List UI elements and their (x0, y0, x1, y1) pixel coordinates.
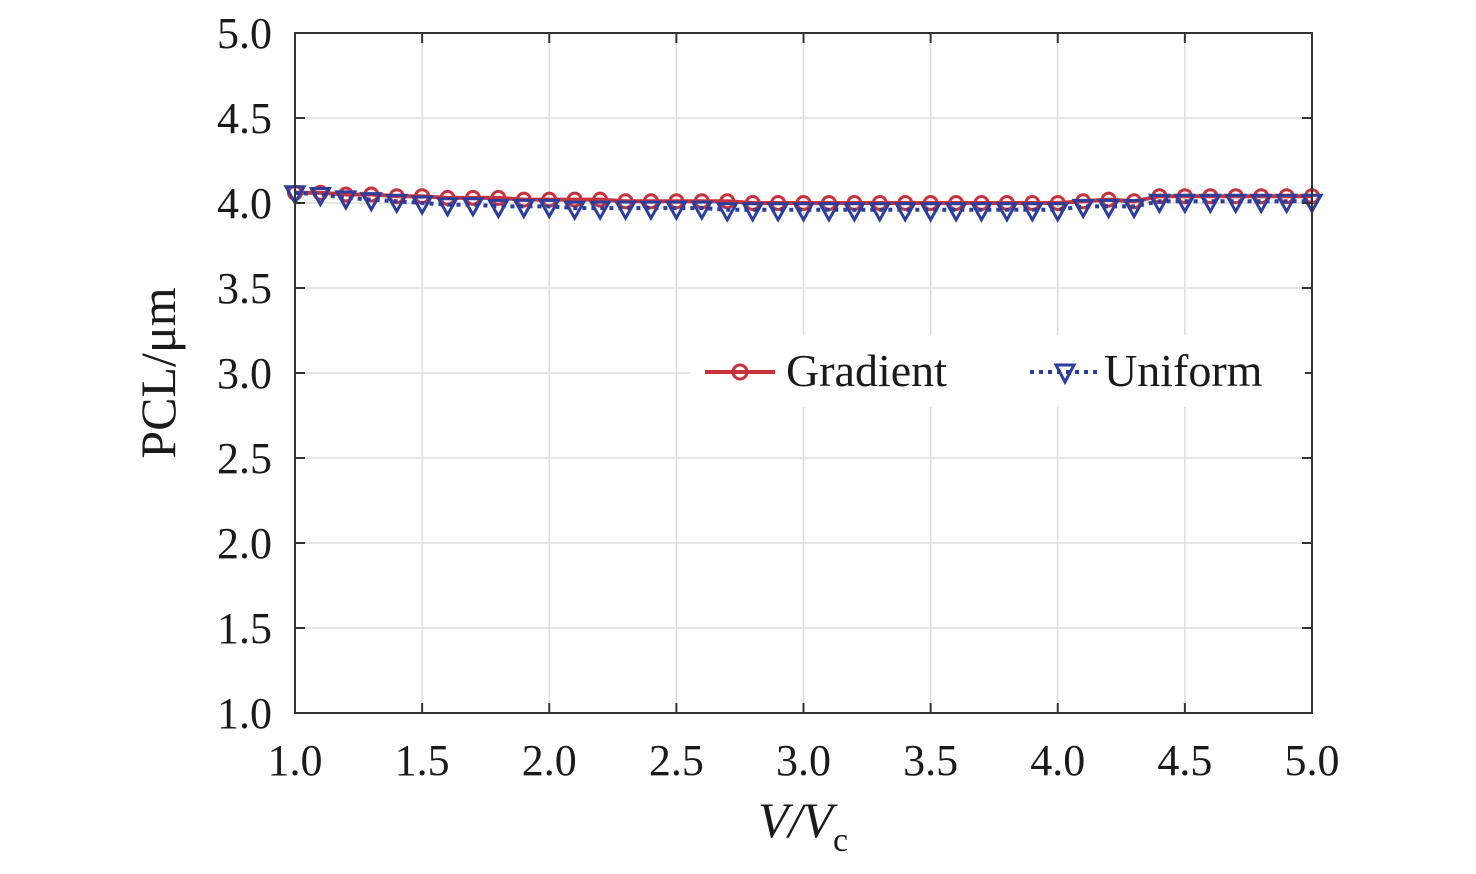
data-point-uniform (842, 202, 866, 223)
data-point-uniform (791, 202, 816, 223)
data-point-uniform (1071, 198, 1095, 220)
data-point-uniform (1249, 193, 1273, 215)
y-axis-label: PCL/μm (130, 287, 186, 458)
y-tick-label: 2.0 (217, 519, 272, 568)
y-tick-label: 1.0 (217, 689, 272, 738)
tick-labels: 1.0 1.5 2.0 2.5 3.0 3.5 4.0 4.5 5.0 1.0 1.5 2.0 2.5 3… (217, 9, 1340, 785)
x-tick-label: 4.5 (1157, 736, 1212, 785)
data-point-uniform (893, 202, 917, 223)
data-point-uniform (766, 202, 790, 223)
data-point-uniform (664, 200, 688, 222)
x-axis-label-main: V/V (758, 792, 838, 848)
ticks (294, 32, 1313, 714)
data-point-uniform (868, 202, 892, 223)
x-tick-label: 1.0 (268, 736, 323, 785)
y-tick-label: 4.0 (217, 179, 272, 228)
legend-marker-gradient (731, 363, 749, 381)
data-point-uniform (486, 198, 510, 220)
legend-background (690, 335, 1305, 407)
legend-marker-uniform (1053, 363, 1077, 386)
data-point-uniform (1046, 202, 1070, 223)
data-point-uniform (563, 200, 587, 222)
data-point-uniform (639, 200, 663, 222)
data-point-uniform (1198, 193, 1222, 215)
data-point-uniform (690, 200, 714, 222)
data-point-uniform (1173, 193, 1197, 215)
data-point-gradient (490, 189, 507, 206)
x-axis-label-subscript: c (833, 822, 848, 859)
data-point-uniform (1224, 193, 1248, 215)
x-tick-label: 4.0 (1030, 736, 1085, 785)
data-point-uniform (588, 200, 612, 222)
x-tick-label: 3.0 (776, 736, 831, 785)
y-tick-label: 3.0 (217, 349, 272, 398)
legend-label-gradient: Gradient (786, 345, 947, 396)
data-point-uniform (1020, 202, 1044, 223)
series-line-uniform (294, 190, 1312, 212)
data-point-uniform (537, 198, 561, 220)
x-tick-label: 1.5 (395, 736, 450, 785)
data-point-uniform (995, 202, 1019, 223)
data-point-uniform (919, 202, 943, 223)
data-point-uniform (1122, 198, 1146, 220)
data-point-uniform (1097, 198, 1121, 220)
data-point-uniform (308, 187, 332, 208)
y-tick-label: 4.5 (217, 94, 272, 143)
y-tick-label: 2.5 (217, 434, 272, 483)
data-point-uniform (410, 195, 434, 217)
data-point-uniform (817, 202, 841, 223)
x-tick-label: 5.0 (1285, 736, 1340, 785)
data-point-uniform (1275, 193, 1299, 215)
x-tick-label: 3.5 (903, 736, 958, 785)
x-tick-label: 2.5 (649, 736, 704, 785)
y-tick-label: 5.0 (217, 9, 272, 58)
data-point-uniform (385, 193, 409, 215)
data-point-uniform (1147, 193, 1172, 215)
x-axis-label: V/Vc (758, 792, 848, 859)
data-point-uniform (461, 197, 485, 218)
data-point-uniform (944, 202, 968, 223)
data-point-uniform (512, 198, 536, 220)
data-point-uniform (741, 202, 765, 223)
series-layer (283, 184, 1324, 223)
data-point-gradient (592, 191, 609, 208)
legend-label-uniform: Uniform (1104, 345, 1263, 396)
legend: Gradient Uniform (690, 335, 1305, 407)
data-point-uniform (359, 192, 383, 213)
data-point-uniform (613, 200, 638, 222)
data-point-uniform (969, 202, 994, 223)
data-point-uniform (715, 202, 739, 223)
data-point-uniform (435, 197, 460, 218)
x-tick-label: 2.0 (522, 736, 577, 785)
y-tick-label: 1.5 (217, 604, 272, 653)
data-point-uniform (334, 190, 358, 211)
y-tick-label: 3.5 (217, 264, 272, 313)
